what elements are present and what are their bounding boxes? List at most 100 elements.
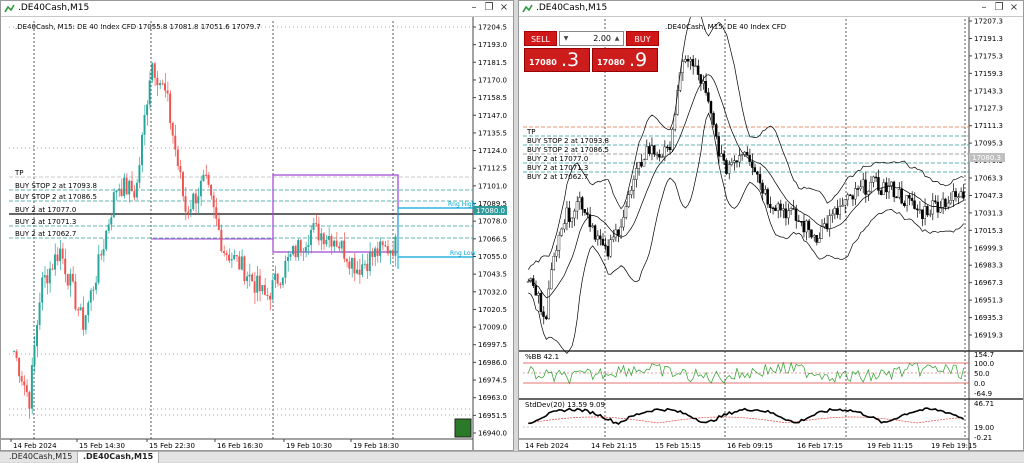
- right-candle-body: [681, 61, 684, 73]
- right-candle-body: [789, 208, 793, 211]
- close-icon[interactable]: ×: [1009, 2, 1019, 13]
- right-date-tick: 15 Feb 15:15: [655, 442, 701, 450]
- left-candle-body: [199, 180, 202, 197]
- left-candle-body: [297, 240, 300, 258]
- right-price-tick: 16951.3: [974, 297, 1003, 305]
- left-price-tick: 17032.0: [478, 288, 507, 296]
- right-candle-body: [727, 164, 731, 174]
- right-price-chart[interactable]: .DE40Cash, M15: DE 40 Index CFD 17207.3 17…: [519, 17, 1024, 451]
- lot-size-input[interactable]: ▼ 2.00 ▲: [559, 31, 624, 46]
- right-candle-body: [861, 179, 865, 188]
- stddev-tick: 46.71: [974, 400, 994, 408]
- bb-indicator-label: %BB 42.1: [525, 353, 559, 361]
- right-candle-body: [606, 246, 610, 257]
- stddev-indicator-line: [528, 407, 965, 425]
- right-candle-body: [549, 269, 553, 290]
- buy-price[interactable]: 17080 .9: [592, 48, 658, 72]
- buy-button[interactable]: BUY: [626, 31, 659, 46]
- left-candle-body: [373, 248, 376, 257]
- right-candle-body: [939, 207, 942, 213]
- right-candle-body: [578, 197, 581, 202]
- right-candle-body: [807, 220, 811, 231]
- left-window-title: .DE40Cash,M15: [18, 3, 90, 13]
- left-candle-body: [48, 268, 51, 284]
- right-candle-body: [761, 182, 764, 194]
- restore-icon[interactable]: ❐: [484, 2, 494, 13]
- right-candle-body: [879, 190, 883, 195]
- right-candle-body: [774, 207, 777, 211]
- right-candle-body: [663, 146, 666, 158]
- right-candle-body: [897, 189, 901, 198]
- right-candle-body: [689, 59, 692, 62]
- right-chart-window[interactable]: .DE40Cash,M15 – ❐ × .DE40Cash, M15: DE 4…: [518, 0, 1024, 451]
- bb-tick: 50.0: [974, 370, 990, 378]
- right-candle-body: [779, 203, 782, 211]
- sell-price[interactable]: 17080 .3: [524, 48, 590, 72]
- right-candle-body: [740, 154, 744, 156]
- right-price-tick: 16983.3: [974, 262, 1003, 270]
- left-candle-body: [333, 240, 335, 247]
- left-candle-body: [217, 218, 220, 230]
- right-price-tick: 17063.3: [974, 175, 1003, 183]
- left-candle-body: [125, 177, 128, 195]
- lot-down-icon[interactable]: ▼: [563, 35, 569, 42]
- right-candle-body: [758, 174, 762, 184]
- right-candle-body: [686, 59, 690, 62]
- left-candle-body: [320, 233, 323, 241]
- right-candle-body: [828, 215, 831, 229]
- right-candle-body: [629, 190, 633, 195]
- right-title-bar[interactable]: .DE40Cash,M15 – ❐ ×: [519, 1, 1023, 17]
- left-price-tick: 17204.5: [478, 24, 507, 32]
- left-candle-body: [309, 229, 312, 245]
- left-candle-body: [84, 315, 87, 330]
- right-candle-body: [570, 217, 574, 222]
- right-candle-body: [611, 236, 615, 240]
- left-candle-body: [112, 192, 115, 218]
- tab-chart-1[interactable]: .DE40Cash,M15: [4, 452, 79, 463]
- right-candle-body: [887, 185, 890, 193]
- left-candle-body: [130, 180, 133, 192]
- right-candle-body: [900, 189, 903, 204]
- minimize-icon[interactable]: –: [471, 2, 477, 13]
- left-price-tick: 17089.5: [478, 200, 507, 208]
- right-price-tick: 17111.3: [974, 122, 1003, 130]
- right-candle-body: [738, 155, 741, 163]
- left-candle-body: [327, 235, 330, 240]
- right-candle-body: [895, 196, 898, 199]
- right-candle-body: [598, 235, 602, 240]
- close-icon[interactable]: ×: [499, 2, 509, 13]
- lot-up-icon[interactable]: ▲: [614, 35, 620, 42]
- left-price-tick: 17193.0: [478, 41, 507, 49]
- left-candle-body: [315, 223, 318, 225]
- sell-button[interactable]: SELL: [524, 31, 557, 46]
- left-price-tick: 17020.5: [478, 306, 507, 314]
- left-candle-body: [210, 184, 213, 196]
- restore-icon[interactable]: ❐: [994, 2, 1004, 13]
- stddev-tick: 19.00: [974, 424, 994, 432]
- left-candle-body: [97, 254, 100, 283]
- left-candle-body: [107, 224, 110, 231]
- right-candle-body: [841, 204, 844, 207]
- left-candle-body: [266, 294, 269, 296]
- left-candle-body: [79, 307, 82, 311]
- right-current-price-marker: [969, 153, 1005, 162]
- left-candle-body: [389, 250, 392, 254]
- minimize-icon[interactable]: –: [981, 2, 987, 13]
- left-candle-body: [38, 302, 41, 326]
- left-chart-window[interactable]: .DE40Cash,M15 – ❐ × .DE40Cash, M15: DE 4…: [0, 0, 514, 451]
- left-price-tick: 17124.0: [478, 147, 507, 155]
- left-title-bar[interactable]: .DE40Cash,M15 – ❐ ×: [1, 1, 513, 17]
- left-candle-body: [325, 239, 328, 245]
- left-price-chart[interactable]: .DE40Cash, M15: DE 40 Index CFD 17055.8 …: [1, 17, 514, 451]
- left-order-label: BUY STOP 2 at 17086.5: [15, 193, 97, 201]
- left-candle-body: [292, 246, 294, 255]
- left-candle-body: [166, 90, 169, 94]
- tab-chart-2[interactable]: .DE40Cash,M15: [78, 452, 160, 463]
- left-price-tick: 17043.5: [478, 271, 507, 279]
- left-candle-body: [120, 188, 123, 196]
- right-candle-body: [562, 223, 566, 230]
- right-candle-body: [962, 191, 965, 199]
- right-candle-body: [954, 191, 957, 197]
- right-candle-body: [835, 208, 839, 215]
- right-candle-body: [647, 146, 651, 154]
